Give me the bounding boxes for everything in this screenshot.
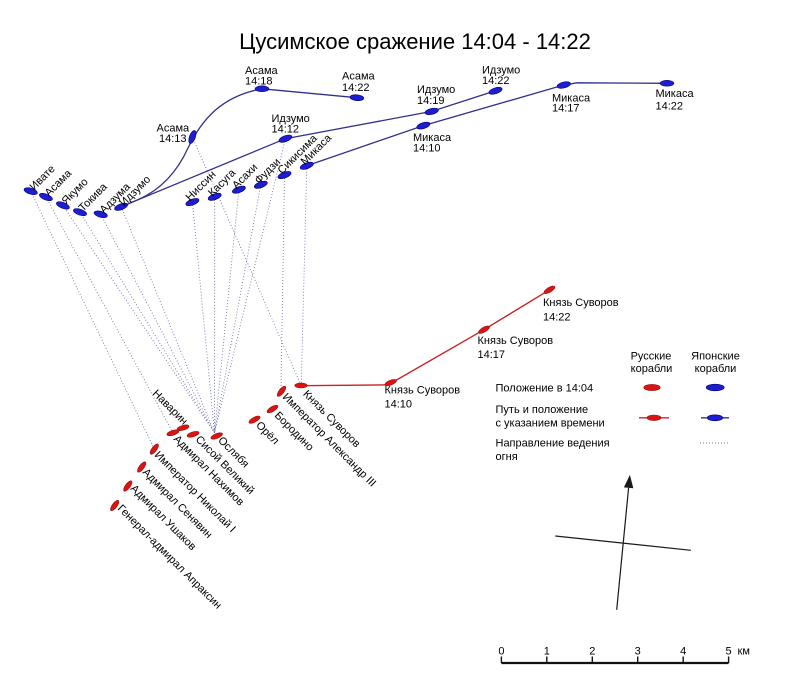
svg-text:0: 0 [498, 646, 504, 658]
svg-text:Путь и положение: Путь и положение [496, 404, 589, 416]
svg-text:5: 5 [726, 646, 732, 658]
svg-text:Орёл: Орёл [253, 419, 281, 447]
svg-text:2: 2 [589, 646, 595, 658]
svg-text:Положение в 14:04: Положение в 14:04 [496, 383, 594, 395]
svg-text:14:17: 14:17 [552, 102, 580, 114]
svg-text:Микаса: Микаса [413, 132, 452, 144]
svg-text:14:17: 14:17 [478, 349, 506, 361]
svg-text:огня: огня [496, 451, 518, 463]
svg-text:1: 1 [544, 646, 550, 658]
svg-text:14:12: 14:12 [272, 123, 300, 135]
svg-text:14:18: 14:18 [245, 76, 273, 88]
svg-text:Микаса: Микаса [552, 93, 591, 105]
svg-text:3: 3 [635, 646, 641, 658]
svg-text:14:19: 14:19 [417, 95, 445, 107]
svg-text:14:22: 14:22 [656, 101, 684, 113]
svg-text:4: 4 [680, 646, 686, 658]
svg-text:Русские: Русские [631, 351, 672, 363]
svg-text:Князь Суворов: Князь Суворов [478, 335, 554, 347]
svg-text:Идзумо: Идзумо [417, 84, 455, 96]
svg-text:14:10: 14:10 [385, 399, 413, 411]
svg-text:Князь Суворов: Князь Суворов [543, 297, 619, 309]
svg-text:км: км [738, 646, 750, 658]
svg-text:14:22: 14:22 [342, 82, 370, 94]
svg-text:Идзумо: Идзумо [482, 65, 520, 77]
svg-text:Направление ведения: Направление ведения [496, 438, 610, 450]
svg-text:14:22: 14:22 [543, 311, 571, 323]
svg-text:Асама: Асама [157, 123, 191, 135]
svg-text:корабли: корабли [631, 363, 673, 375]
svg-text:корабли: корабли [695, 363, 737, 375]
svg-text:14:10: 14:10 [413, 143, 441, 155]
svg-text:Князь Суворов: Князь Суворов [385, 385, 461, 397]
svg-text:14:13: 14:13 [159, 133, 187, 145]
svg-text:Японские: Японские [691, 351, 740, 363]
svg-text:Микаса: Микаса [656, 88, 695, 100]
svg-text:14:22: 14:22 [482, 75, 510, 87]
svg-text:Идзумо: Идзумо [272, 113, 310, 125]
svg-text:Асама: Асама [245, 65, 279, 77]
svg-text:Цусимское сражение 14:04 - 14:: Цусимское сражение 14:04 - 14:22 [239, 29, 591, 54]
svg-text:Асама: Асама [342, 71, 376, 83]
svg-text:Наварин: Наварин [150, 388, 190, 428]
svg-text:с указанием времени: с указанием времени [496, 417, 605, 429]
